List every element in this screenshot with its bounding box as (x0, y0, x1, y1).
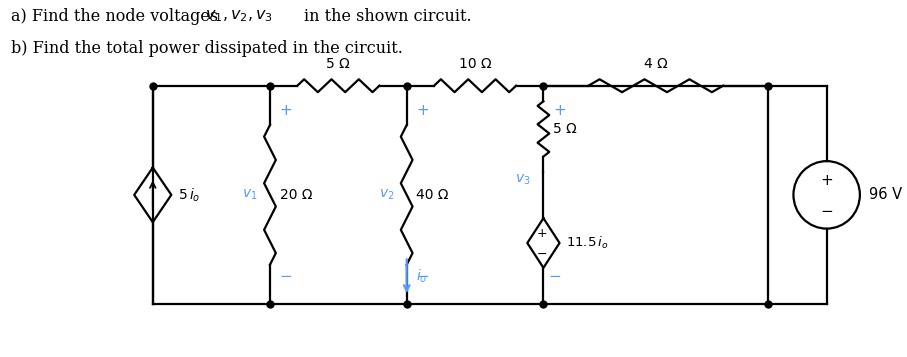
Text: −: − (549, 269, 561, 284)
Text: −: − (416, 269, 429, 284)
Text: 10 Ω: 10 Ω (459, 57, 492, 71)
Text: $v_1$: $v_1$ (242, 188, 258, 202)
Text: a) Find the node voltages: a) Find the node voltages (11, 8, 223, 25)
Text: −: − (536, 248, 547, 261)
Text: +: + (279, 102, 292, 117)
Text: $i_o$: $i_o$ (416, 267, 428, 285)
Text: 20 Ω: 20 Ω (279, 188, 312, 202)
Text: b) Find the total power dissipated in the circuit.: b) Find the total power dissipated in th… (11, 40, 403, 57)
Text: $v_3$: $v_3$ (515, 173, 531, 187)
Text: +: + (553, 102, 566, 117)
Text: +: + (820, 174, 833, 188)
Text: $v_1, v_2, v_3$: $v_1, v_2, v_3$ (205, 8, 273, 24)
Text: 40 Ω: 40 Ω (416, 188, 449, 202)
Text: 5 Ω: 5 Ω (327, 57, 350, 71)
Text: −: − (279, 269, 292, 284)
Text: in the shown circuit.: in the shown circuit. (304, 8, 472, 25)
Text: $5\,i_o$: $5\,i_o$ (178, 186, 200, 203)
Text: 4 Ω: 4 Ω (644, 57, 668, 71)
Text: +: + (416, 102, 429, 117)
Text: $v_2$: $v_2$ (378, 188, 394, 202)
Text: −: − (820, 204, 833, 219)
Text: 96 V: 96 V (869, 187, 902, 202)
Text: $11.5\,i_o$: $11.5\,i_o$ (566, 235, 609, 251)
Text: 5 Ω: 5 Ω (553, 122, 577, 136)
Text: +: + (536, 227, 547, 240)
